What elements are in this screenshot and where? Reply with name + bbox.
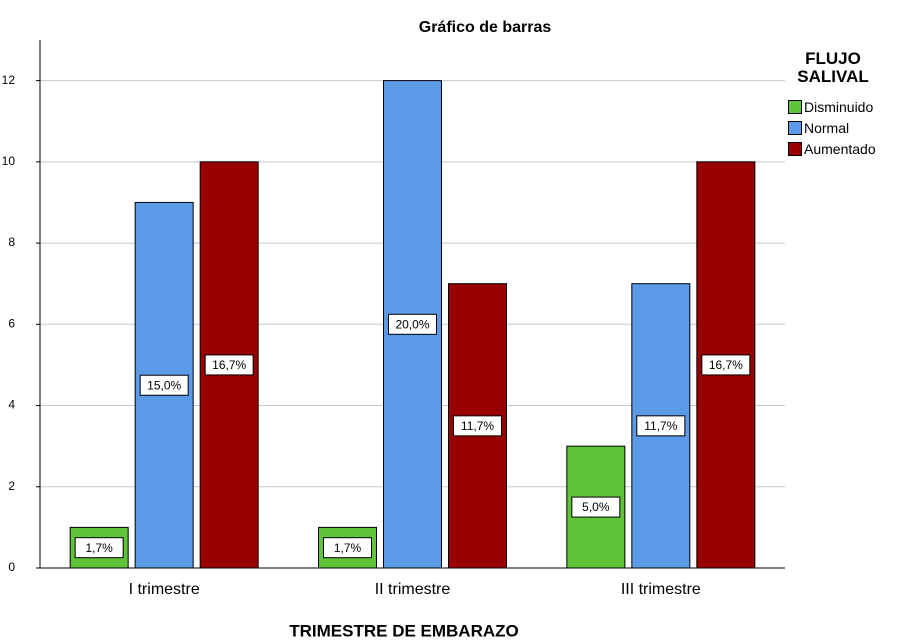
x-tick-label: I trimestre xyxy=(129,581,200,598)
value-label: 1,7% xyxy=(334,541,362,555)
y-tick-label: 2 xyxy=(8,479,15,493)
value-label-box xyxy=(571,496,621,518)
value-label: 11,7% xyxy=(644,419,677,433)
legend-swatch xyxy=(788,120,802,135)
y-tick-label: 0 xyxy=(8,560,15,574)
legend-title: FLUJO SALIVAL xyxy=(797,49,869,86)
value-label-box xyxy=(453,415,502,437)
value-label-box xyxy=(204,354,254,376)
y-tick-label: 6 xyxy=(8,316,15,330)
y-tick-label: 8 xyxy=(8,235,15,249)
legend-label: Disminuido xyxy=(804,98,874,115)
value-label: 5,0% xyxy=(582,500,610,514)
legend-swatch xyxy=(788,99,802,114)
value-label: 20,0% xyxy=(395,317,429,331)
value-label: 1,7% xyxy=(85,541,113,555)
value-label-box xyxy=(388,313,437,335)
value-label: 16,7% xyxy=(212,358,246,372)
value-label: 16,7% xyxy=(709,358,743,372)
legend-label: Aumentado xyxy=(804,140,876,157)
legend-item: Disminuido xyxy=(788,96,896,117)
legend-item: Normal xyxy=(788,117,896,138)
value-label: 11,7% xyxy=(461,419,494,433)
y-tick-label: 12 xyxy=(2,73,16,87)
x-tick-label: II trimestre xyxy=(375,581,451,598)
value-label-box xyxy=(74,537,124,559)
legend: FLUJO SALIVAL Disminuido Normal Aumentado xyxy=(788,50,896,159)
y-tick-label: 10 xyxy=(2,154,16,168)
value-label-box xyxy=(701,354,751,376)
legend-item: Aumentado xyxy=(788,138,896,159)
y-tick-label: 4 xyxy=(8,398,15,412)
value-label-box xyxy=(139,374,189,396)
legend-label: Normal xyxy=(804,119,850,136)
x-tick-label: III trimestre xyxy=(621,581,701,598)
legend-swatch xyxy=(788,141,802,156)
value-label: 15,0% xyxy=(147,378,181,392)
x-axis-label: TRIMESTRE DE EMBARAZO xyxy=(289,621,519,640)
value-label-box xyxy=(323,537,372,559)
value-label-box xyxy=(636,415,686,437)
chart-title: Gráfico de barras xyxy=(419,19,552,36)
